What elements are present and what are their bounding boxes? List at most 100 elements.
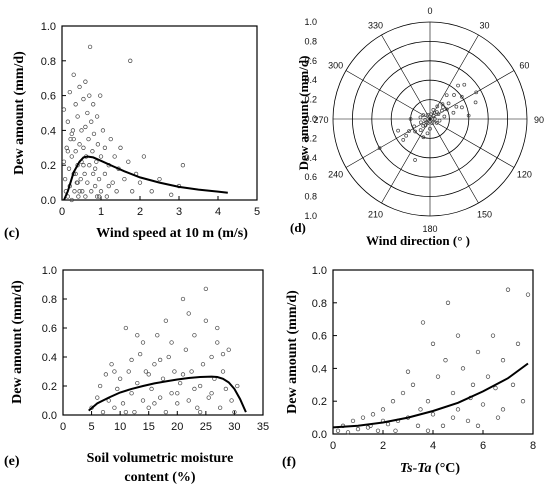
panel-f-data-point — [405, 369, 411, 374]
panel-c-data-point — [98, 189, 104, 194]
panel-f-data-point — [335, 428, 341, 433]
panel-d-radial-label: 0.4 — [304, 75, 317, 85]
panel-f-data-point — [385, 422, 391, 427]
panel-e-xtick-label: 35 — [257, 421, 269, 433]
panel-c-data-point — [87, 163, 92, 168]
panel-e-xlabel-line2: content (%) — [124, 470, 195, 485]
panel-d-radial-label: 0.6 — [304, 56, 317, 66]
panel-f-xlabel-var: Ts-Ta — [400, 461, 432, 476]
panel-f-ytick-label: 0.0 — [312, 429, 327, 441]
panel-d-spoke — [429, 118, 479, 204]
panel-c-data-point — [81, 96, 86, 102]
panel-d-data-point — [419, 120, 423, 125]
panel-d-radial-label: 0.8 — [304, 36, 317, 46]
panel-d-data-point — [451, 110, 456, 115]
panel-c-marks: 0 1 2 3 4 5 0.0 0.2 0.4 0.6 0.8 1.0 — [41, 21, 260, 218]
panel-f-ytick-label: 0.8 — [312, 298, 327, 310]
panel-e-xtick-label: 20 — [171, 421, 183, 433]
panel-e-data-point — [126, 369, 131, 374]
panel-c-data-point — [96, 176, 102, 182]
panel-f-xtick-label: 2 — [380, 440, 386, 452]
panel-d-data-point — [452, 93, 456, 97]
panel-f-data-point — [410, 382, 416, 387]
panel-e-data-point — [197, 383, 203, 389]
panel-d-angle-label: 90 — [534, 115, 544, 125]
panel-c-data-point — [114, 189, 119, 194]
panel-d-data-point — [434, 121, 439, 125]
panel-e-data-point — [180, 296, 186, 302]
panel-c-data-point — [94, 159, 99, 164]
panel-c-data-point — [102, 171, 108, 177]
panel-e-data-point — [232, 409, 237, 415]
panel-d-angle-label: 210 — [368, 209, 383, 219]
panel-c-data-point — [98, 93, 103, 98]
panel-d: 0 30 60 90 120 150 180 210 240 270 300 330 1.0 0.8 0.6… — [290, 6, 544, 248]
panel-d-data-point — [413, 158, 417, 162]
panel-f-xtick-label: 0 — [330, 440, 336, 452]
panel-d-spoke — [429, 70, 515, 120]
panel-e-data-point — [157, 357, 163, 363]
panel-f-fit-curve — [332, 362, 529, 429]
panel-c-data-point — [67, 89, 72, 95]
panel-f-data-point — [425, 399, 431, 404]
panel-f-data-point — [470, 382, 476, 387]
panel-c-data-point — [65, 119, 70, 124]
panel-c-data-point — [98, 154, 104, 159]
panel-f-data-point — [495, 415, 501, 420]
panel-f-xlabel-unit: (°C) — [432, 461, 461, 476]
panel-f-data-point — [450, 415, 456, 420]
panel-e-data-point — [120, 401, 126, 406]
panel-d-angle-label: 180 — [422, 224, 437, 234]
panel-e-data-point — [209, 391, 214, 396]
panel-d-data-point — [454, 104, 459, 109]
panel-c-ytick-label: 0.4 — [41, 125, 56, 137]
panel-e-data-point — [177, 380, 183, 386]
panel-f-ylabel: Dew amount (mm/d) — [285, 290, 300, 414]
panel-c-data-point — [82, 171, 87, 177]
panel-e-data-point — [146, 405, 151, 410]
panel-e-data-point — [220, 369, 226, 374]
panel-c-data-point — [71, 72, 76, 77]
panel-f-data-point — [440, 423, 446, 428]
panel-d-data-point — [413, 129, 417, 134]
panel-d-angle-label: 120 — [517, 170, 532, 180]
panel-f-data-point — [360, 415, 366, 420]
panel-e-data-point — [223, 386, 229, 392]
panel-e-data-point — [200, 362, 206, 367]
panel-f-data-point — [430, 341, 436, 346]
panel-c-data-point — [104, 194, 109, 199]
panel-f-marks: 0 2 4 6 8 0.0 0.2 0.4 0.6 0.8 1.0 — [312, 265, 536, 452]
panel-c-data-point — [79, 128, 84, 133]
panel-e-xtick-label: 15 — [143, 421, 155, 433]
panel-e-xlabel-line1: Soil volumetric moisture — [87, 451, 234, 466]
panel-d-spoke — [345, 70, 431, 120]
panel-d-data-point — [396, 128, 400, 133]
panel-e-data-point — [217, 405, 223, 410]
panel-f-data-point — [443, 358, 448, 363]
panel-c-data-point — [94, 194, 100, 199]
panel-f-data-point — [460, 366, 466, 371]
panel-c-data-point — [126, 159, 131, 164]
panel-f-data-point — [505, 287, 511, 292]
panel-c-data-point — [70, 128, 76, 133]
panel-f-data-point — [380, 407, 386, 412]
panel-e-data-point — [197, 409, 203, 415]
panel-c-xtick-label: 5 — [254, 206, 260, 218]
panel-e-data-point — [229, 398, 234, 403]
panel-c-data-point — [69, 197, 74, 203]
panel-d-data-point — [401, 138, 406, 142]
panel-d-angle-label: 30 — [479, 21, 489, 31]
panel-c-data-point — [62, 176, 68, 182]
panel-e-data-point — [206, 395, 211, 400]
panel-d-radial-label: 0.2 — [304, 133, 317, 143]
panel-f-data-point — [350, 418, 356, 424]
panel-e-data-point — [209, 354, 214, 360]
panel-c-xtick-label: 3 — [176, 206, 182, 218]
panel-d-xlabel: Wind direction (° ) — [366, 233, 470, 248]
panel-c-data-point — [78, 176, 83, 182]
panel-c-data-point — [89, 119, 94, 124]
panel-e-fit-curve — [88, 375, 247, 413]
panel-c-data-point — [108, 136, 113, 142]
panel-e-ytick-label: 0.0 — [42, 410, 57, 422]
panel-e-data-point — [192, 386, 197, 392]
